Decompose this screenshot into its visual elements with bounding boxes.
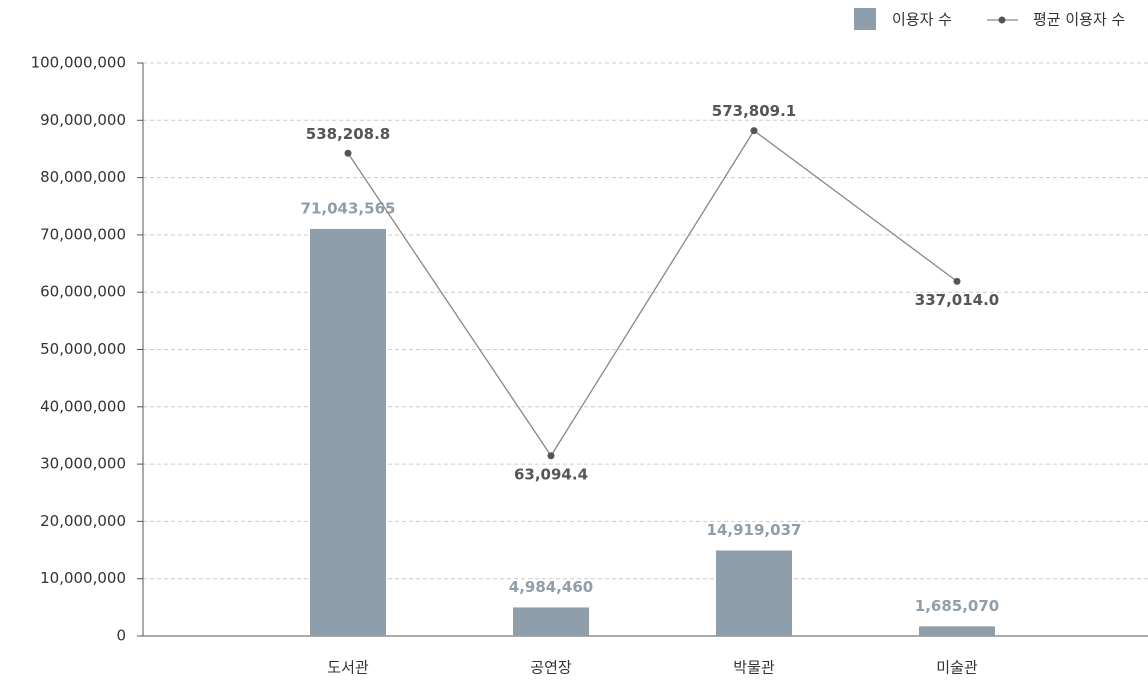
line-label: 573,809.1 [712, 102, 796, 120]
y-tick-label: 50,000,000 [40, 340, 126, 358]
bar-label: 1,685,070 [915, 597, 999, 615]
line-marker [953, 277, 961, 285]
line-marker [344, 149, 352, 157]
bar-label: 14,919,037 [707, 521, 802, 539]
line [347, 129, 958, 457]
y-tick-label: 100,000,000 [31, 54, 126, 72]
y-tick-label: 0 [116, 627, 126, 645]
y-tick-label: 40,000,000 [40, 397, 126, 415]
bar-label: 71,043,565 [301, 199, 396, 217]
y-tick-label: 70,000,000 [40, 225, 126, 243]
y-tick-label: 60,000,000 [40, 283, 126, 301]
y-tick-label: 90,000,000 [40, 111, 126, 129]
bar [513, 607, 589, 636]
legend-label: 이용자 수 [892, 11, 952, 29]
x-tick-label: 미술관 [936, 659, 978, 677]
bar-label: 4,984,460 [509, 578, 593, 596]
line-marker [750, 127, 758, 135]
legend-swatch [854, 8, 876, 30]
line-label: 63,094.4 [514, 465, 588, 483]
line-marker [547, 452, 555, 460]
x-tick-label: 박물관 [733, 659, 775, 677]
bar [919, 626, 995, 636]
y-tick-label: 30,000,000 [40, 455, 126, 473]
line-label: 538,208.8 [306, 125, 390, 143]
x-tick-label: 공연장 [530, 659, 572, 677]
legend-marker [998, 16, 1006, 24]
bar [716, 550, 792, 636]
line-label: 337,014.0 [915, 291, 999, 309]
legend-label: 평균 이용자 수 [1033, 11, 1125, 29]
x-tick-label: 도서관 [327, 659, 369, 677]
bar [310, 228, 386, 636]
y-tick-label: 20,000,000 [40, 512, 126, 530]
y-tick-label: 10,000,000 [40, 569, 126, 587]
y-tick-label: 80,000,000 [40, 168, 126, 186]
